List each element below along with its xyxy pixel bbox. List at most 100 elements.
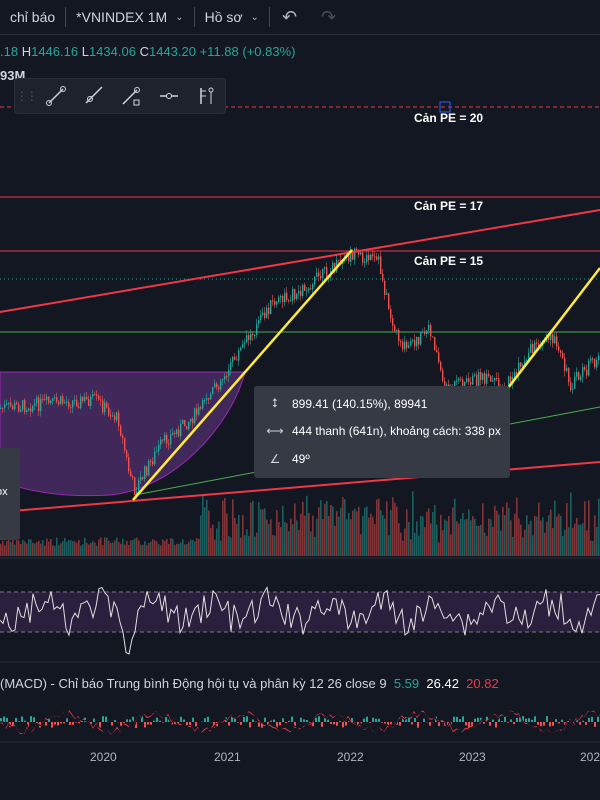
drawing-toolbar[interactable]: ⋮⋮ [14, 78, 226, 114]
macd-hist-bar [129, 719, 131, 722]
candle [348, 255, 350, 262]
volume-bar [100, 537, 102, 556]
indicators-button[interactable]: chỉ báo [0, 0, 65, 34]
candle [552, 334, 554, 344]
angle-text: 49º [292, 452, 310, 466]
yellow-trend-line-2[interactable] [504, 267, 600, 393]
macd-hist-bar [123, 722, 125, 723]
candle [428, 324, 430, 331]
macd-hist-bar [564, 722, 566, 725]
candle [50, 400, 52, 404]
candle [64, 402, 66, 404]
candle [242, 343, 244, 348]
symbol-button[interactable]: *VNINDEX 1M ⌄ [66, 0, 193, 34]
macd-hist-bar [366, 716, 368, 722]
volume-bar [206, 499, 208, 556]
volume-bar [286, 523, 288, 556]
volume-bar [168, 543, 170, 556]
vertical-line-icon[interactable] [187, 79, 225, 113]
macd-hist-bar [528, 718, 530, 722]
volume-bar [248, 535, 250, 556]
candle [466, 378, 468, 382]
trend-line-icon[interactable] [37, 79, 75, 113]
pe20-label: Cản PE = 20 [414, 111, 484, 125]
horizontal-ray-icon[interactable] [150, 79, 188, 113]
candle [28, 408, 30, 411]
macd-hist-bar [582, 720, 584, 722]
undo-icon[interactable]: ↶ [281, 6, 298, 27]
macd-hist-bar [348, 720, 350, 722]
volume-bar [264, 508, 266, 556]
macd-hist-bar [543, 722, 545, 726]
macd-hist-bar [180, 716, 182, 722]
candle [16, 402, 18, 405]
volume-bar [56, 537, 58, 556]
macd-hist-bar [315, 717, 317, 722]
pe20-handle[interactable] [439, 101, 451, 113]
redo-icon[interactable]: ↷ [321, 6, 337, 27]
volume-bar [208, 510, 210, 556]
volume-bar [182, 539, 184, 556]
candle [498, 378, 500, 387]
volume-bar [306, 495, 308, 556]
volume-bar [162, 539, 164, 556]
profile-button[interactable]: Hồ sơ ⌄ [195, 0, 269, 34]
candle [536, 342, 538, 344]
candle [4, 404, 6, 408]
volume-bar [252, 500, 254, 556]
volume-bar [74, 541, 76, 556]
rsi-band [0, 592, 600, 632]
ray-line-icon[interactable] [74, 79, 112, 113]
candle [522, 364, 524, 367]
candle [256, 323, 258, 336]
yellow-trend-line-1[interactable] [132, 249, 353, 501]
candle [132, 476, 134, 478]
macd-line [0, 709, 600, 735]
macd-hist-bar [21, 716, 23, 722]
candle [90, 396, 92, 406]
candle [516, 372, 518, 376]
candle [196, 408, 198, 415]
macd-hist-bar [141, 716, 143, 722]
macd-hist-bar [285, 722, 287, 724]
volume-bar [154, 540, 156, 556]
candle [138, 480, 140, 492]
macd-hist-bar [324, 718, 326, 722]
volume-bar [576, 517, 578, 556]
macd-hist-bar [207, 716, 209, 722]
extended-line-icon[interactable] [112, 79, 150, 113]
macd-hist-bar [237, 722, 239, 723]
macd-hist-bar [312, 722, 314, 727]
volume-bar [376, 499, 378, 556]
upper-channel-line[interactable] [0, 209, 600, 313]
candle [226, 376, 228, 378]
volume-bar [36, 542, 38, 556]
volume-bar [522, 537, 524, 556]
macd-hist-bar [372, 717, 374, 722]
volume-bar [20, 543, 22, 556]
macd-hist-bar [474, 718, 476, 722]
volume-bar [414, 533, 416, 556]
candle [510, 376, 512, 385]
volume-bar [420, 515, 422, 556]
candle [414, 339, 416, 347]
candle [308, 288, 310, 291]
volume-bar [390, 510, 392, 556]
volume-bar [468, 509, 470, 556]
candle [302, 284, 304, 296]
macd-hist-bar [534, 716, 536, 722]
candle [548, 334, 550, 340]
macd-hist-bar [288, 720, 290, 722]
volume-bar [120, 543, 122, 556]
macd-hist-bar [93, 718, 95, 722]
drag-handle-icon[interactable]: ⋮⋮ [15, 89, 38, 103]
volume-bar [22, 539, 24, 556]
candle [80, 396, 82, 408]
volume-bar [494, 505, 496, 556]
volume-bar [108, 540, 110, 556]
candle [588, 360, 590, 376]
candle [368, 254, 370, 261]
candle [396, 329, 398, 331]
macd-hist-bar [213, 722, 215, 728]
